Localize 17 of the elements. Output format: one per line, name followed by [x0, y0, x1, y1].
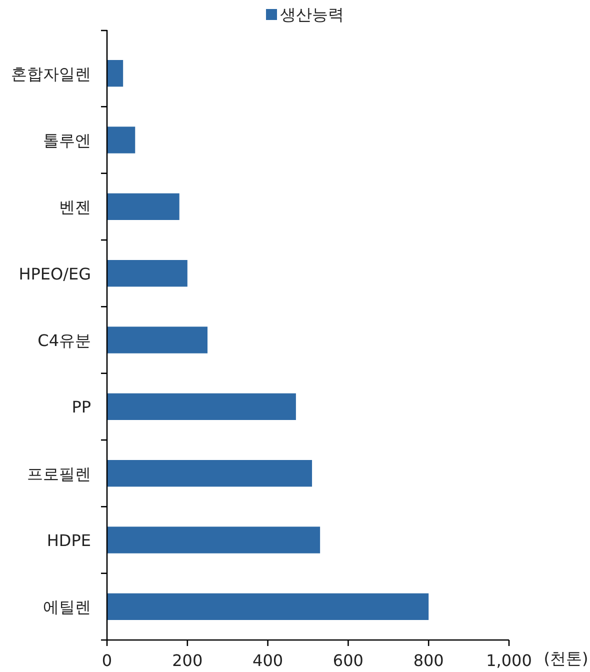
legend-label: 생산능력 — [280, 5, 344, 24]
y-tick-label: 벤젠 — [59, 198, 91, 217]
y-tick-label: 에틸렌 — [43, 598, 91, 617]
y-tick-label: HDPE — [46, 531, 91, 550]
x-tick-label: 1,000 — [486, 651, 532, 670]
y-tick-label: 혼합자일렌 — [11, 64, 91, 84]
x-tick-label: 800 — [413, 651, 444, 670]
y-tick-label: 프로필렌 — [27, 464, 91, 484]
y-tick-label: HPEO/EG — [18, 264, 91, 284]
x-tick-label: 400 — [252, 651, 284, 670]
x-tick-label: 200 — [172, 651, 203, 670]
x-tick-label: 0 — [102, 651, 112, 670]
y-tick-label: 톨루엔 — [43, 131, 91, 150]
x-axis-title: (천톤) — [544, 649, 588, 668]
y-tick-label: PP — [72, 398, 92, 417]
x-tick-label: 600 — [332, 651, 364, 670]
y-tick-label: C4유분 — [38, 331, 91, 350]
